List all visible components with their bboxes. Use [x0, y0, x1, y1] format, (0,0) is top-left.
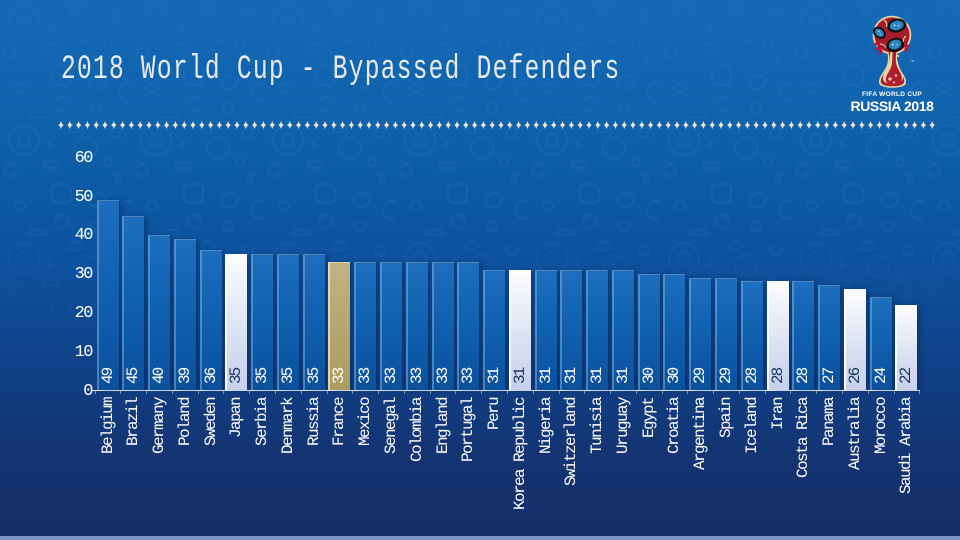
- svg-text:TM: TM: [910, 59, 915, 63]
